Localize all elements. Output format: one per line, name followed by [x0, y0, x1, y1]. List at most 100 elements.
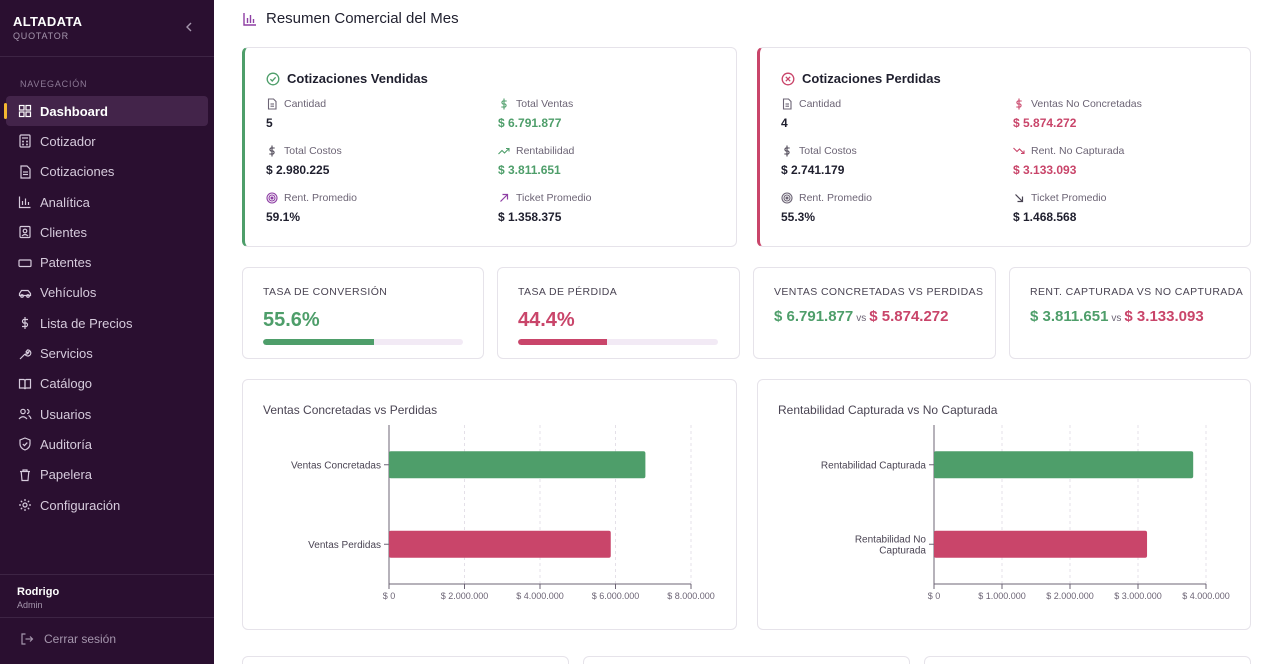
sidebar-item-servicios[interactable]: Servicios	[0, 338, 214, 368]
kpi-label: RENT. CAPTURADA VS NO CAPTURADA	[1030, 286, 1244, 298]
logout-button[interactable]: Cerrar sesión	[20, 632, 116, 646]
dollar-icon	[18, 316, 32, 330]
bar	[934, 530, 1148, 558]
arrow-down-right-icon	[1013, 192, 1025, 204]
loss-progress-track	[518, 339, 718, 345]
x-tick-label: $ 1.000.000	[978, 591, 1026, 601]
page-title-text: Resumen Comercial del Mes	[266, 10, 459, 27]
grid-icon	[18, 104, 32, 118]
lost-summary-title-text: Cotizaciones Perdidas	[802, 71, 941, 86]
category-label-line: Ventas Concretadas	[291, 460, 381, 471]
shield-icon	[18, 437, 32, 452]
metric-label: Ticket Promedio	[1031, 192, 1107, 204]
wrench-icon	[18, 347, 32, 361]
lost-summary-title: Cotizaciones Perdidas	[781, 71, 941, 86]
sold-cantidad: Cantidad 5	[266, 98, 466, 130]
gear-icon	[18, 498, 32, 512]
sold-ticket-promedio: Ticket Promedio $ 1.358.375	[498, 192, 698, 224]
bar	[934, 451, 1194, 479]
bar	[389, 530, 611, 558]
sidebar-item-analitica[interactable]: Analítica	[0, 187, 214, 217]
metric-value: 59.1%	[266, 210, 301, 224]
sold-rent-promedio: Rent. Promedio 59.1%	[266, 192, 466, 224]
kpi-value: 55.6%	[263, 309, 320, 331]
sidebar-item-catalogo[interactable]: Catálogo	[0, 369, 214, 399]
metric-value: 55.3%	[781, 210, 816, 224]
sidebar-item-label: Usuarios	[40, 406, 92, 422]
bar-chart-icon	[242, 11, 258, 27]
sidebar-item-label: Cotizaciones	[40, 164, 115, 180]
bottom-card	[583, 656, 910, 664]
trend-down-icon	[1013, 145, 1025, 157]
sidebar: ALTADATA QUOTATOR NAVEGACIÓN Dashboard C…	[0, 0, 214, 664]
x-tick-label: $ 3.000.000	[1114, 591, 1162, 601]
sidebar-item-cotizaciones[interactable]: Cotizaciones	[0, 157, 214, 187]
plate-icon	[18, 256, 32, 270]
category-label: Ventas Concretadas	[291, 460, 381, 471]
metric-value: $ 2.980.225	[266, 163, 330, 177]
calculator-icon	[18, 134, 32, 149]
sidebar-item-configuracion[interactable]: Configuración	[0, 490, 214, 520]
rent-vs-values: $ 3.811.651 vs $ 3.133.093	[1030, 308, 1204, 325]
dollar-icon	[498, 98, 510, 110]
metric-label: Cantidad	[284, 98, 327, 110]
trend-up-icon	[498, 145, 510, 157]
kpi-label: TASA DE CONVERSIÓN	[263, 286, 388, 298]
category-label: Rentabilidad Capturada	[821, 460, 927, 471]
metric-value: 4	[781, 116, 788, 130]
ventas-perdidas-value: $ 5.874.272	[869, 308, 949, 325]
x-tick-label: $ 6.000.000	[592, 591, 640, 601]
kpi-label: TASA DE PÉRDIDA	[518, 286, 618, 298]
rent-bar-chart: $ 0 $ 1.000.000 $ 2.000.000 $ 3.000.000 $ 4.…	[821, 425, 1230, 601]
sidebar-item-cotizador[interactable]: Cotizador	[0, 126, 214, 156]
check-circle-icon	[266, 72, 280, 86]
sidebar-item-dashboard[interactable]: Dashboard	[4, 96, 208, 127]
sidebar-item-label: Cotizador	[40, 133, 96, 149]
collapse-sidebar-button[interactable]	[180, 18, 198, 36]
metric-label: Rent. Promedio	[799, 192, 872, 204]
sidebar-divider	[0, 617, 214, 618]
sidebar-item-label: Auditoría	[40, 436, 93, 452]
metric-label: Total Ventas	[516, 98, 574, 110]
lost-summary-card: Cotizaciones Perdidas Cantidad 4 Ventas …	[757, 47, 1251, 247]
x-circle-icon	[781, 72, 795, 86]
sidebar-item-papelera[interactable]: Papelera	[0, 460, 214, 490]
sidebar-item-vehiculos[interactable]: Vehículos	[0, 278, 214, 308]
sold-summary-title: Cotizaciones Vendidas	[266, 71, 428, 86]
user-role: Admin	[17, 600, 43, 610]
metric-value: $ 2.741.179	[781, 163, 845, 177]
dollar-icon	[1013, 98, 1025, 110]
rent-no-capturada-value: $ 3.133.093	[1124, 308, 1204, 325]
vs-label: vs	[1111, 313, 1122, 324]
x-tick-label: $ 2.000.000	[441, 591, 489, 601]
arrow-up-right-icon	[498, 192, 510, 204]
category-label-line: Ventas Perdidas	[308, 540, 381, 551]
rent-chart-card: Rentabilidad Capturada vs No Capturada $…	[757, 379, 1251, 630]
brand-title: ALTADATA	[13, 14, 83, 29]
metric-value: $ 5.874.272	[1013, 116, 1077, 130]
category-label: Ventas Perdidas	[308, 540, 381, 551]
sidebar-divider	[0, 56, 214, 57]
kpi-value: 44.4%	[518, 309, 575, 331]
target-icon	[266, 192, 278, 204]
sidebar-item-label: Configuración	[40, 497, 121, 513]
x-tick-label: $ 0	[383, 591, 396, 601]
bar	[389, 451, 646, 479]
x-tick-label: $ 8.000.000	[667, 591, 715, 601]
x-tick-label: $ 2.000.000	[1046, 591, 1094, 601]
sidebar-item-clientes[interactable]: Clientes	[0, 217, 214, 247]
x-tick-label: $ 0	[928, 591, 941, 601]
sidebar-item-lista-de-precios[interactable]: Lista de Precios	[0, 308, 214, 338]
document-icon	[266, 98, 278, 110]
metric-label: Rent. Promedio	[284, 192, 357, 204]
conversion-progress-track	[263, 339, 463, 345]
page-title: Resumen Comercial del Mes	[242, 10, 459, 27]
metric-value: $ 3.811.651	[498, 163, 561, 177]
brand[interactable]: ALTADATA QUOTATOR	[13, 14, 82, 41]
sidebar-item-auditoria[interactable]: Auditoría	[0, 429, 214, 459]
lost-total-costos: Total Costos $ 2.741.179	[781, 145, 981, 177]
document-icon	[18, 165, 32, 179]
sidebar-item-label: Dashboard	[40, 103, 108, 119]
sidebar-item-usuarios[interactable]: Usuarios	[0, 399, 214, 429]
sidebar-item-patentes[interactable]: Patentes	[0, 247, 214, 277]
